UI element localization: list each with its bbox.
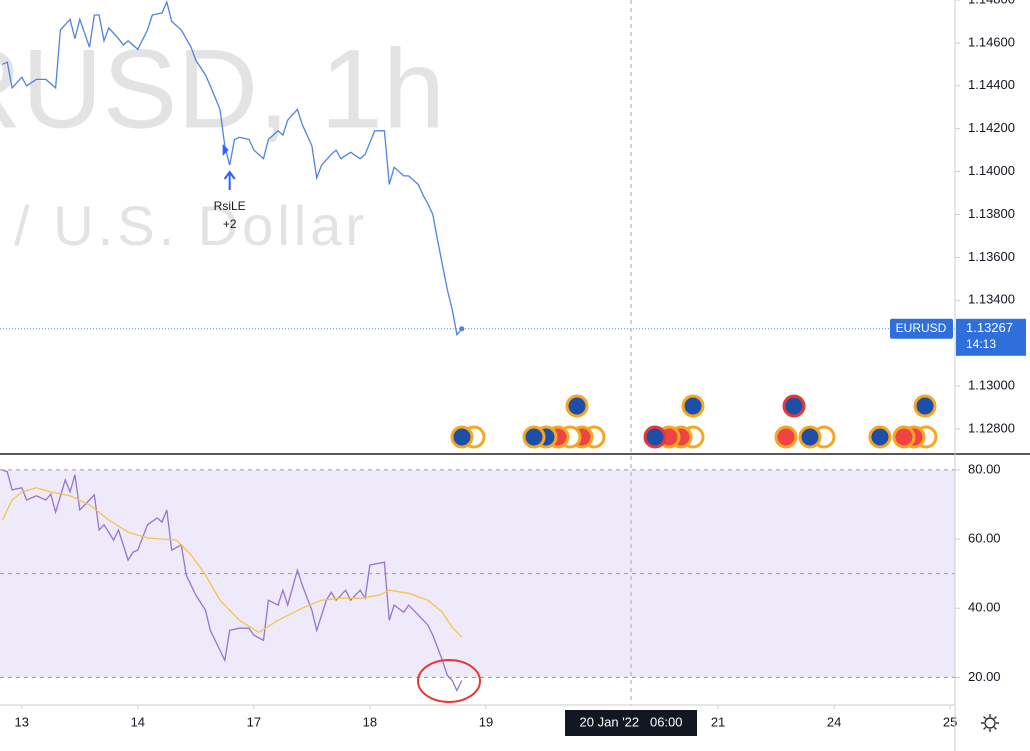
y-tick-label: 60.00 bbox=[968, 530, 1001, 545]
x-tick-label: 18 bbox=[363, 714, 377, 729]
y-tick-label: 1.13600 bbox=[968, 249, 1015, 264]
series-line bbox=[1, 487, 463, 638]
countdown-label: 14:13 bbox=[966, 337, 996, 351]
y-tick-label: 40.00 bbox=[968, 600, 1001, 615]
series-line bbox=[2, 469, 463, 693]
y-tick-label: 1.14600 bbox=[968, 34, 1015, 49]
crosshair-label-bg bbox=[565, 710, 698, 736]
x-tick-label: 17 bbox=[247, 714, 261, 729]
highlight-circle bbox=[417, 659, 481, 703]
event-icons bbox=[450, 394, 938, 449]
y-tick-label: 80.00 bbox=[968, 461, 1001, 476]
x-tick-label: 24 bbox=[827, 714, 841, 729]
price-label-bg bbox=[956, 318, 1026, 356]
price-label: 1.13267 bbox=[966, 320, 1013, 335]
watermark-subtitle: Euro / U.S. Dollar bbox=[0, 194, 368, 257]
y-tick-label: 20.00 bbox=[968, 669, 1001, 684]
symbol-label: EURUSD bbox=[896, 321, 947, 335]
settings-icon[interactable] bbox=[981, 714, 999, 732]
x-tick-label: 21 bbox=[711, 714, 725, 729]
signal-arrow bbox=[223, 170, 236, 190]
y-tick-label: 1.14800 bbox=[968, 0, 1015, 6]
y-tick-label: 1.14200 bbox=[968, 120, 1015, 135]
x-tick-label: 19 bbox=[479, 714, 493, 729]
y-tick-label: 1.13800 bbox=[968, 206, 1015, 221]
y-tick-label: 1.13400 bbox=[968, 292, 1015, 307]
symbol-label-bg bbox=[890, 318, 953, 339]
series-line bbox=[2, 0, 463, 337]
signal-marker bbox=[222, 144, 229, 156]
x-tick-label: 13 bbox=[15, 714, 29, 729]
x-tick-label: 14 bbox=[131, 714, 145, 729]
y-tick-label: 1.14000 bbox=[968, 163, 1015, 178]
signal-qty: +2 bbox=[223, 217, 237, 231]
x-tick-label: 25 bbox=[943, 714, 957, 729]
y-tick-label: 1.14400 bbox=[968, 77, 1015, 92]
y-tick-label: 1.13000 bbox=[968, 378, 1015, 393]
last-point bbox=[459, 326, 465, 332]
signal-label: RsiLE bbox=[214, 199, 246, 213]
crosshair-label: 20 Jan '22 06:00 bbox=[580, 714, 683, 729]
y-tick-label: 1.12800 bbox=[968, 420, 1015, 435]
